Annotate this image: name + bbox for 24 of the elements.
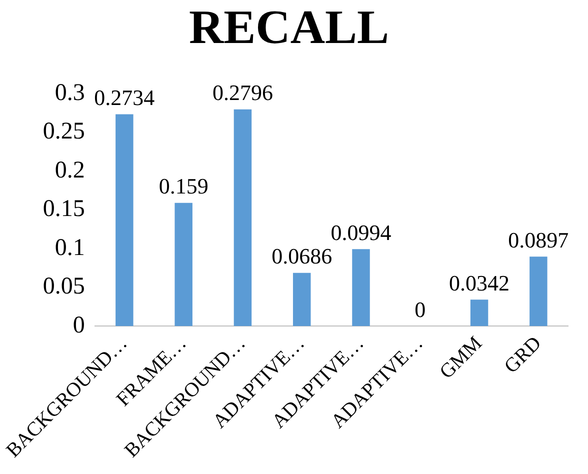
data-label: 0.0342 <box>449 270 510 296</box>
y-tick-label: 0.25 <box>42 118 85 145</box>
data-label: 0.0994 <box>330 220 392 245</box>
data-label: 0.0686 <box>272 244 332 269</box>
data-label: 0.2734 <box>94 84 155 110</box>
data-label: 0.0897 <box>508 227 569 252</box>
y-tick-label: 0.3 <box>54 80 85 106</box>
y-tick-label: 0.15 <box>42 196 85 222</box>
bar <box>530 256 548 326</box>
bar <box>470 300 488 326</box>
y-tick-label: 0.05 <box>42 274 85 300</box>
x-tick-label: GRD <box>500 332 546 378</box>
bar <box>292 272 311 326</box>
data-label: 0 <box>414 296 426 322</box>
bar <box>116 114 134 326</box>
y-tick-label: 0 <box>72 312 85 338</box>
chart-title: RECALL <box>188 1 390 54</box>
data-label: 0.159 <box>158 174 208 199</box>
y-tick-label: 0.1 <box>54 234 85 261</box>
data-label: 0.2796 <box>212 80 273 106</box>
bar <box>174 202 192 326</box>
bar <box>352 249 370 326</box>
bar <box>234 109 252 326</box>
y-tick-label: 0.2 <box>54 157 85 184</box>
